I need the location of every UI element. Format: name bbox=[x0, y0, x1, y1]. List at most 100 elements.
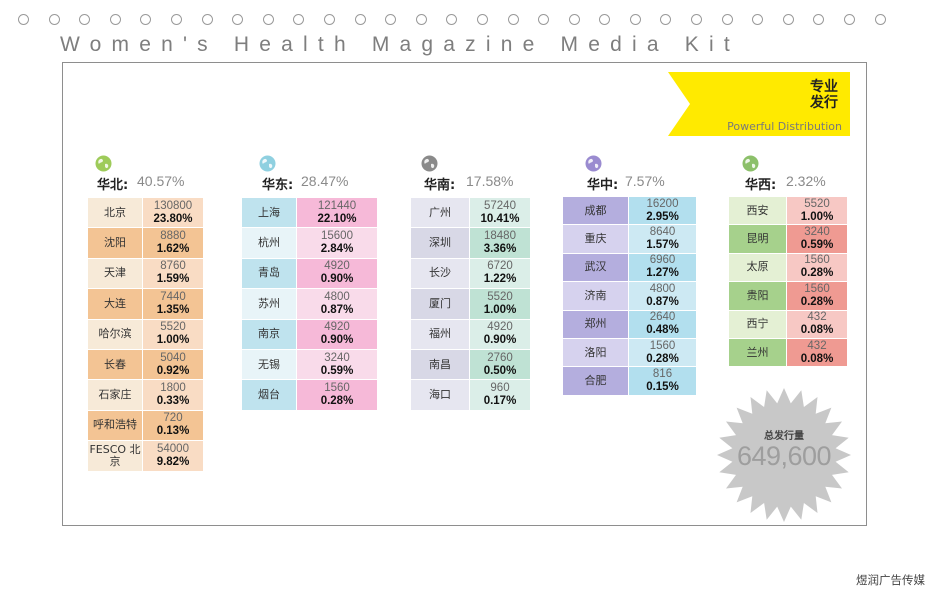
city-values: 4800 0.87% bbox=[297, 289, 377, 319]
binder-ring bbox=[660, 14, 672, 25]
city-name: 兰州 bbox=[729, 338, 787, 367]
circulation-percent: 1.27% bbox=[646, 267, 679, 280]
city-values: 816 0.15% bbox=[629, 367, 696, 395]
city-name: 烟台 bbox=[242, 380, 297, 410]
circulation-percent: 0.28% bbox=[800, 267, 834, 280]
city-values: 4920 0.90% bbox=[470, 319, 530, 349]
circulation-count: 18480 bbox=[484, 230, 516, 243]
city-name: 上海 bbox=[242, 198, 297, 228]
binder-ring bbox=[476, 14, 488, 25]
circulation-percent: 0.28% bbox=[320, 395, 354, 408]
city-values: 1560 0.28% bbox=[297, 380, 377, 410]
region-name: 华北: bbox=[97, 178, 129, 193]
city-name: 哈尔滨 bbox=[88, 319, 143, 349]
circulation-percent: 0.28% bbox=[646, 352, 679, 365]
circulation-percent: 1.62% bbox=[156, 243, 190, 256]
binder-ring bbox=[568, 14, 580, 25]
circulation-count: 121440 bbox=[317, 199, 357, 212]
city-name: 北京 bbox=[88, 198, 143, 228]
city-values: 3240 0.59% bbox=[787, 225, 847, 253]
region-name: 华东: bbox=[262, 178, 294, 193]
circulation-count: 54000 bbox=[157, 442, 189, 455]
table-row: 广州 57240 10.41% bbox=[411, 198, 530, 229]
city-name: 海口 bbox=[411, 380, 470, 410]
city-name: 济南 bbox=[563, 282, 629, 310]
region-name: 华中: bbox=[587, 178, 619, 193]
total-value: 649,600 bbox=[736, 441, 832, 471]
circulation-percent: 22.10% bbox=[317, 212, 357, 225]
table-row: 兰州 432 0.08% bbox=[729, 338, 847, 368]
city-values: 130800 23.80% bbox=[143, 198, 203, 228]
banner-title-line2: 发行 bbox=[810, 95, 838, 111]
circulation-percent: 1.22% bbox=[483, 273, 517, 286]
circulation-count: 3240 bbox=[804, 226, 830, 239]
binder-ring bbox=[18, 14, 29, 25]
city-name: 重庆 bbox=[563, 225, 629, 253]
binder-ring bbox=[691, 14, 703, 25]
city-values: 7440 1.35% bbox=[143, 289, 203, 319]
circulation-percent: 1.35% bbox=[156, 303, 190, 316]
banner-title-line1: 专业 bbox=[810, 79, 838, 95]
circulation-count: 15600 bbox=[321, 230, 353, 243]
city-values: 57240 10.41% bbox=[470, 198, 530, 228]
city-values: 2760 0.50% bbox=[470, 349, 530, 380]
city-name: 青岛 bbox=[242, 258, 297, 289]
circulation-percent: 0.08% bbox=[800, 352, 834, 365]
city-name: 长春 bbox=[88, 349, 143, 380]
table-row: 昆明 3240 0.59% bbox=[729, 225, 847, 254]
circulation-percent: 2.95% bbox=[646, 210, 679, 223]
table-row: 沈阳 8880 1.62% bbox=[88, 228, 203, 259]
city-name: 厦门 bbox=[411, 289, 470, 319]
binder-ring bbox=[48, 14, 60, 25]
circulation-count: 2640 bbox=[649, 311, 676, 324]
binder-ring bbox=[201, 14, 213, 25]
region-table: 广州 57240 10.41% 深圳 18480 3.36% 长沙 6720 1.22% 厦门 55… bbox=[411, 198, 530, 411]
city-values: 6720 1.22% bbox=[470, 258, 530, 289]
city-name: 广州 bbox=[411, 198, 470, 228]
city-name: 苏州 bbox=[242, 289, 297, 319]
city-values: 4920 0.90% bbox=[297, 258, 377, 289]
circulation-count: 2760 bbox=[487, 351, 513, 364]
city-name: 合肥 bbox=[563, 367, 629, 395]
globe-icon bbox=[95, 155, 112, 172]
region-percent: 28.47% bbox=[301, 173, 349, 189]
circulation-percent: 1.00% bbox=[156, 334, 190, 347]
circulation-count: 4800 bbox=[649, 282, 676, 295]
circulation-count: 1560 bbox=[324, 382, 350, 395]
binder-ring bbox=[538, 14, 550, 25]
binder-ring bbox=[79, 14, 91, 25]
table-row: 太原 1560 0.28% bbox=[729, 253, 847, 283]
city-name: 呼和浩特 bbox=[88, 410, 143, 441]
page-title: Women's Health Magazine Media Kit bbox=[60, 33, 740, 56]
circulation-percent: 0.59% bbox=[320, 364, 354, 377]
city-values: 16200 2.95% bbox=[629, 197, 696, 225]
circulation-count: 130800 bbox=[153, 199, 193, 212]
binder-ring bbox=[109, 14, 121, 25]
table-row: 大连 7440 1.35% bbox=[88, 289, 203, 320]
table-row: 深圳 18480 3.36% bbox=[411, 228, 530, 259]
table-row: 哈尔滨 5520 1.00% bbox=[88, 319, 203, 350]
table-row: 无锡 3240 0.59% bbox=[242, 349, 377, 381]
city-values: 5520 1.00% bbox=[787, 197, 847, 225]
table-row: 上海 121440 22.10% bbox=[242, 198, 377, 229]
table-row: 呼和浩特 720 0.13% bbox=[88, 410, 203, 442]
binder-ring bbox=[232, 14, 244, 25]
banner-flag-shape bbox=[668, 72, 850, 136]
circulation-count: 1560 bbox=[804, 254, 830, 267]
binder-ring bbox=[385, 14, 397, 25]
city-name: 武汉 bbox=[563, 253, 629, 282]
circulation-count: 432 bbox=[807, 339, 827, 352]
circulation-count: 1560 bbox=[649, 339, 676, 352]
region-percent: 40.57% bbox=[137, 173, 185, 189]
region-percent: 2.32% bbox=[786, 173, 826, 189]
circulation-percent: 0.15% bbox=[646, 381, 679, 394]
table-row: 成都 16200 2.95% bbox=[563, 197, 696, 226]
city-name: 沈阳 bbox=[88, 228, 143, 258]
circulation-count: 720 bbox=[163, 412, 183, 425]
circulation-percent: 2.84% bbox=[320, 243, 354, 256]
binder-ring bbox=[507, 14, 519, 25]
city-name: 西宁 bbox=[729, 310, 787, 338]
binder-ring bbox=[415, 14, 427, 25]
circulation-count: 4920 bbox=[487, 321, 513, 334]
city-name: 石家庄 bbox=[88, 380, 143, 410]
